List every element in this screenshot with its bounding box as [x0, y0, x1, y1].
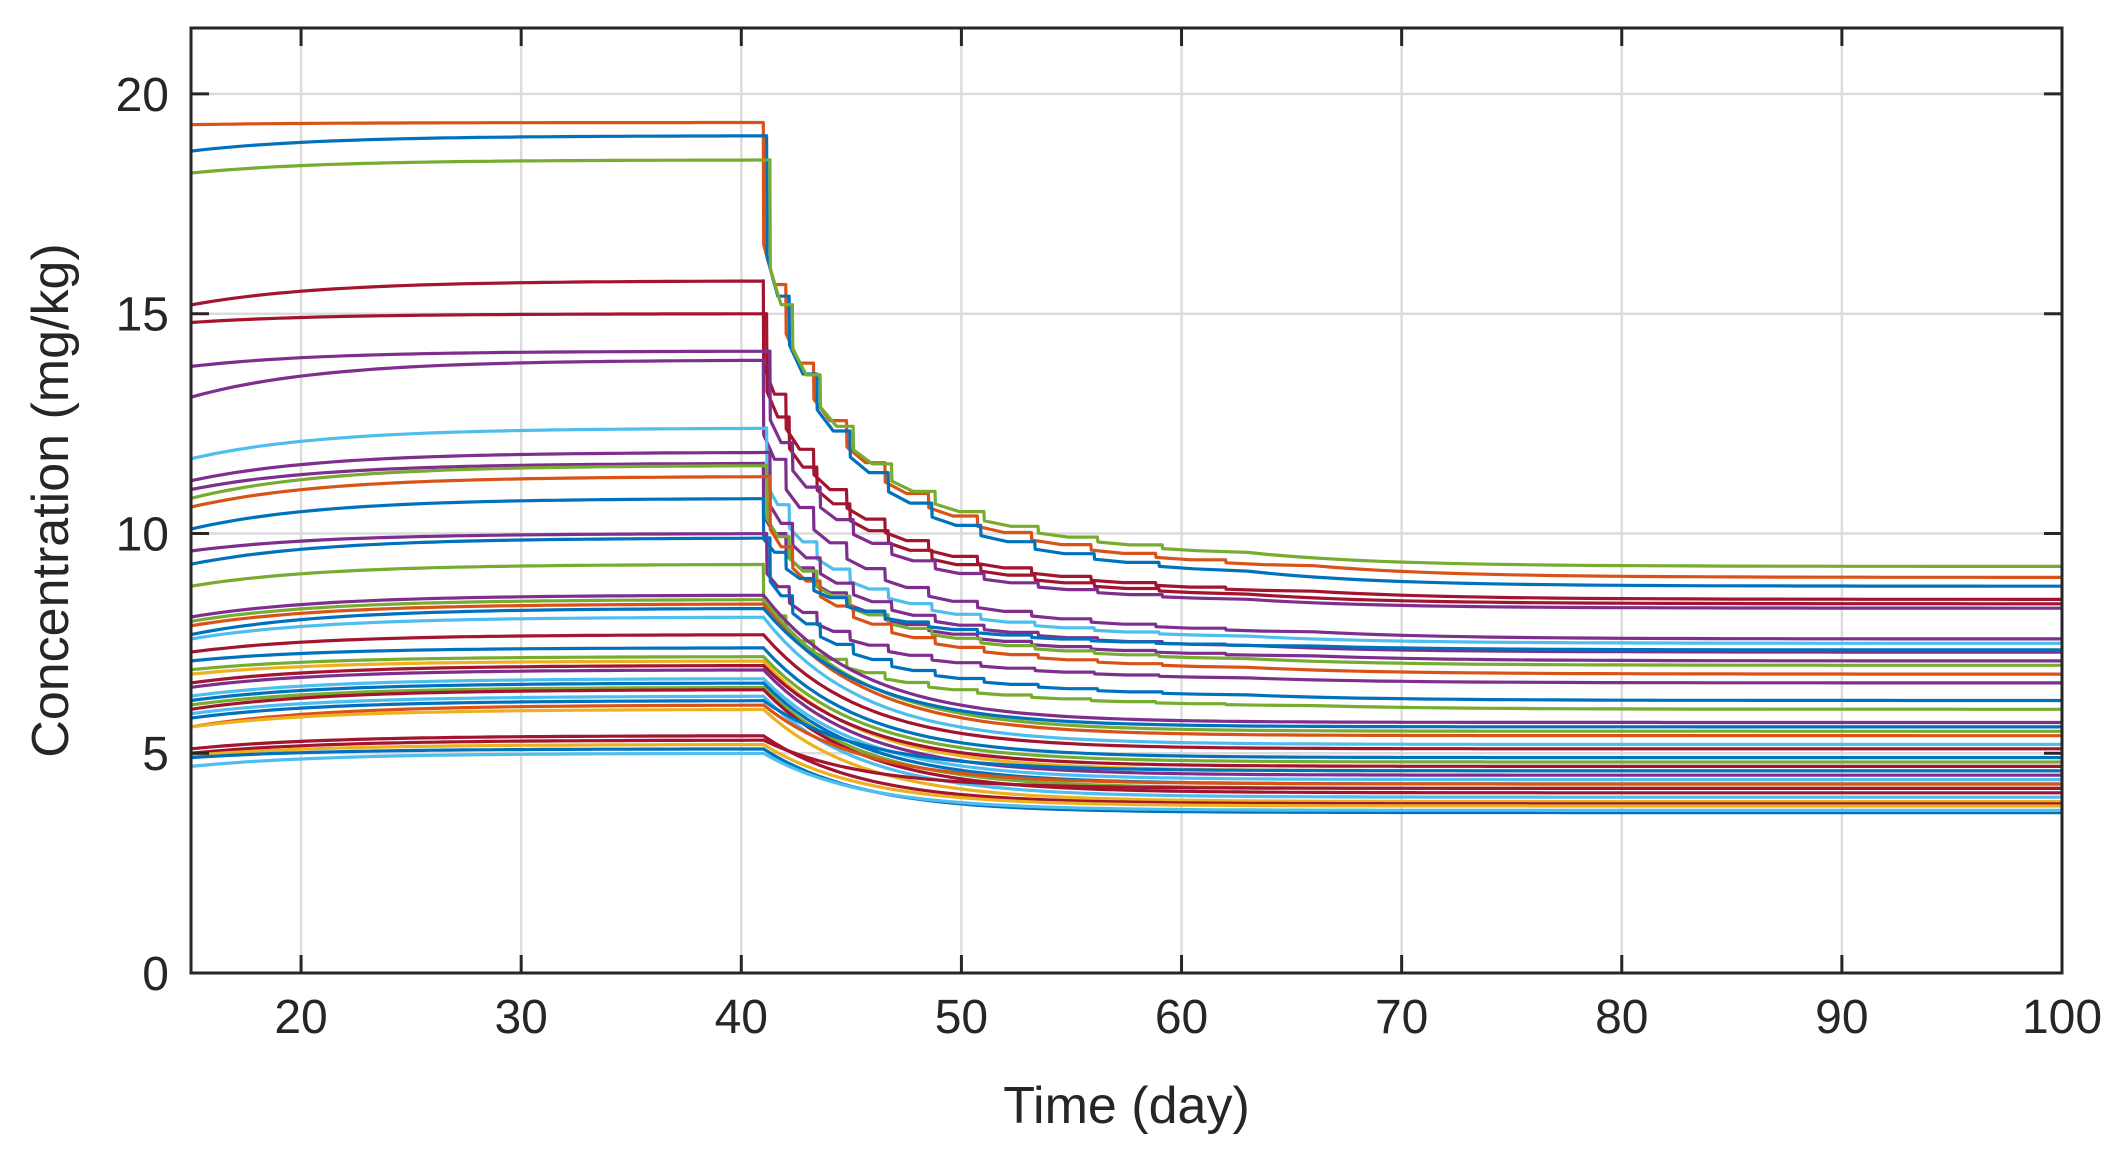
series-line-s19 [190, 602, 2062, 738]
y-tick-label: 5 [142, 728, 169, 781]
series-line-s7 [190, 358, 2064, 641]
series-line-s21 [190, 615, 2062, 746]
series-line-s2 [190, 134, 2062, 588]
axis-ticks: 20 30 40 50 60 70 80 90 100 0 5 10 15 20 [116, 28, 2102, 1044]
x-axis-label: Time (day) [1003, 1077, 1250, 1135]
series-line-s11 [190, 463, 2062, 667]
series-line-s38 [190, 742, 2062, 808]
y-tick-label: 10 [116, 508, 169, 561]
series-line-s15 [190, 536, 2062, 703]
series-line-s18 [190, 597, 2062, 733]
x-tick-label: 20 [274, 991, 327, 1044]
x-tick-label: 80 [1595, 991, 1648, 1044]
series-line-s37 [190, 738, 2062, 790]
x-tick-label: 40 [715, 991, 768, 1044]
series-line-s24 [190, 654, 2062, 764]
series-line-s40 [190, 751, 2062, 812]
series-line-s32 [190, 694, 2062, 799]
series-line-s3 [190, 158, 2062, 568]
y-tick-label: 0 [142, 948, 169, 1001]
series-line-s27 [190, 668, 2062, 777]
y-tick-label: 20 [116, 69, 169, 122]
series-group [190, 120, 2064, 815]
y-axis-label: Concentration (mg/kg) [22, 243, 80, 757]
series-line-s23 [190, 646, 2062, 760]
series-line-s35 [190, 707, 2062, 804]
series-line-s31 [190, 687, 2062, 795]
series-line-s20 [190, 606, 2062, 729]
x-tick-label: 90 [1815, 991, 1868, 1044]
series-line-s5 [190, 312, 2062, 606]
series-line-s26 [190, 663, 2062, 768]
x-tick-label: 70 [1375, 991, 1428, 1044]
series-line-s28 [190, 676, 2062, 782]
x-tick-label: 60 [1155, 991, 1208, 1044]
y-tick-label: 15 [116, 289, 169, 342]
x-tick-label: 50 [935, 991, 988, 1044]
series-line-s13 [190, 496, 2062, 652]
x-tick-label: 100 [2022, 991, 2102, 1044]
plot-frame [189, 26, 2064, 975]
series-line-s9 [190, 450, 2062, 654]
series-line-s22 [190, 633, 2062, 751]
series-line-s34 [190, 703, 2062, 786]
series-line-s36 [190, 734, 2062, 806]
series-line-s33 [190, 698, 2062, 773]
series-line-s6 [190, 349, 2062, 610]
series-line-s17 [190, 593, 2062, 725]
series-line-s39 [190, 747, 2062, 815]
series-line-s4 [190, 279, 2062, 601]
series-line-s12 [190, 474, 2062, 676]
x-tick-label: 30 [494, 991, 547, 1044]
